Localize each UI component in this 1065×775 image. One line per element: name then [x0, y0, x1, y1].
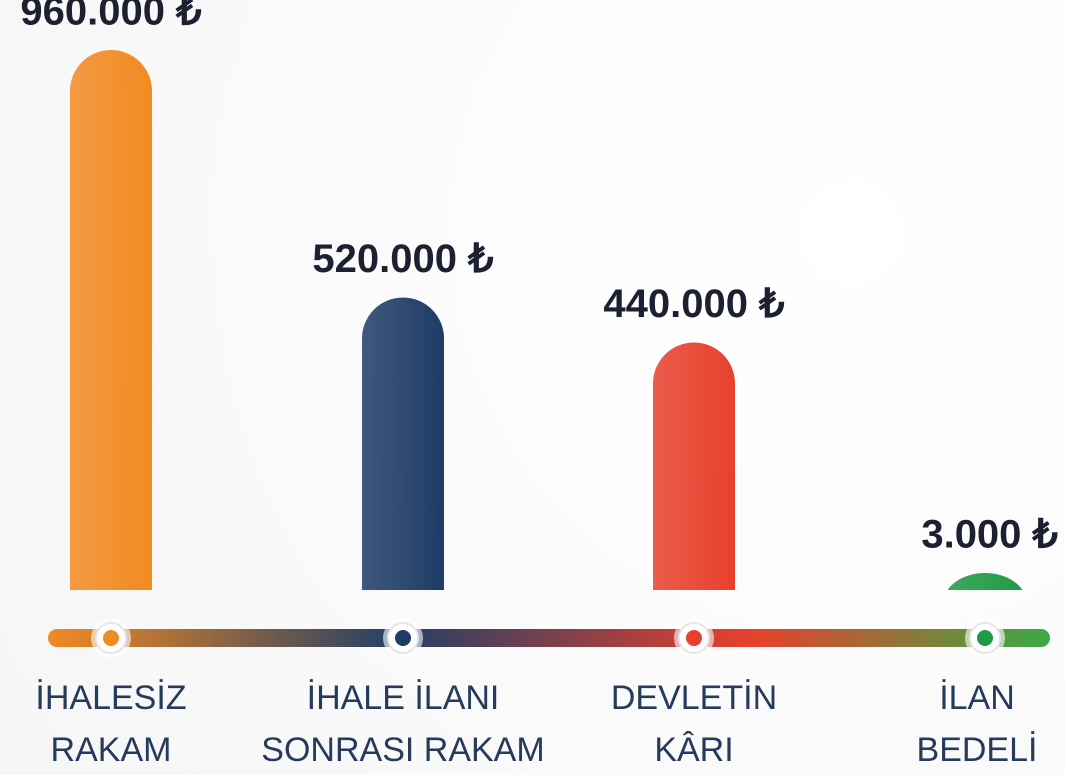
- bar: [653, 342, 735, 590]
- value-label: 3.000 ₺: [921, 513, 1058, 557]
- timeline-dot: [395, 630, 411, 646]
- value-label: 520.000 ₺: [312, 237, 494, 281]
- bars: [70, 50, 1023, 590]
- value-label: 440.000 ₺: [603, 282, 785, 326]
- bar: [947, 573, 1023, 590]
- timeline: [48, 629, 1050, 647]
- timeline-dot: [103, 630, 119, 646]
- category-label: İLAN BEDELİ: [916, 679, 1038, 769]
- timeline-dot: [686, 630, 702, 646]
- category-label: DEVLETİN KÂRI: [610, 679, 778, 769]
- bar: [70, 50, 152, 590]
- category-label: İHALESİZ RAKAM: [35, 679, 187, 769]
- value-label: 960.000 ₺: [20, 0, 202, 34]
- timeline-dot: [977, 630, 993, 646]
- category-label: İHALE İLANI SONRASI RAKAM: [261, 679, 545, 769]
- bar: [362, 297, 444, 590]
